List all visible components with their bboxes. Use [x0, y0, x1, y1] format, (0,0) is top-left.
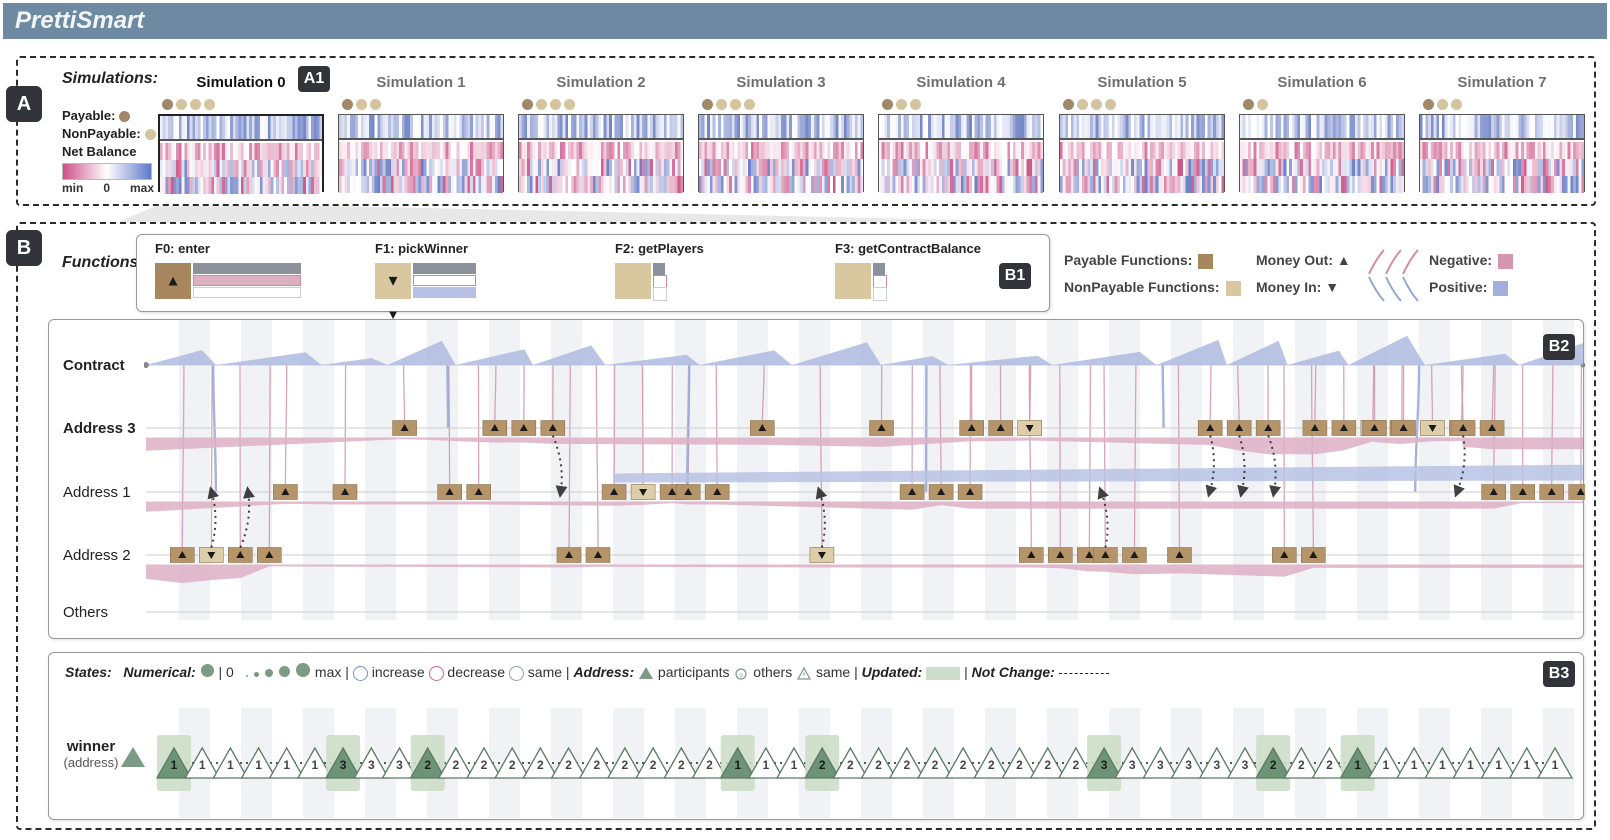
svg-text:2: 2: [452, 758, 459, 772]
svg-text:3: 3: [368, 758, 375, 772]
svg-text:2: 2: [678, 758, 685, 772]
svg-text:2: 2: [593, 758, 600, 772]
svg-text:1: 1: [1354, 758, 1361, 772]
svg-text:2: 2: [960, 758, 967, 772]
svg-text:2: 2: [1016, 758, 1023, 772]
svg-text:1: 1: [734, 758, 741, 772]
svg-text:1: 1: [227, 758, 234, 772]
svg-text:3: 3: [1185, 758, 1192, 772]
svg-text:2: 2: [565, 758, 572, 772]
svg-text:2: 2: [847, 758, 854, 772]
svg-text:1: 1: [791, 758, 798, 772]
svg-text:2: 2: [819, 758, 826, 772]
svg-text:1: 1: [763, 758, 770, 772]
svg-text:1: 1: [283, 758, 290, 772]
svg-text:1: 1: [171, 758, 178, 772]
svg-text:1: 1: [1383, 758, 1390, 772]
svg-text:2: 2: [706, 758, 713, 772]
svg-text:3: 3: [1242, 758, 1249, 772]
svg-text:2: 2: [481, 758, 488, 772]
svg-text:2: 2: [537, 758, 544, 772]
svg-text:1: 1: [1495, 758, 1502, 772]
svg-text:2: 2: [1298, 758, 1305, 772]
svg-text:2: 2: [932, 758, 939, 772]
svg-text:#: #: [802, 672, 806, 678]
svg-text:2: 2: [903, 758, 910, 772]
svg-text:2: 2: [424, 758, 431, 772]
svg-text:2: 2: [988, 758, 995, 772]
svg-text:1: 1: [1467, 758, 1474, 772]
svg-text:2: 2: [1326, 758, 1333, 772]
svg-text:1: 1: [312, 758, 319, 772]
svg-text:2: 2: [875, 758, 882, 772]
svg-text:1: 1: [255, 758, 262, 772]
svg-text:1: 1: [1552, 758, 1559, 772]
svg-text:2: 2: [1270, 758, 1277, 772]
svg-text:1: 1: [199, 758, 206, 772]
svg-text:3: 3: [1157, 758, 1164, 772]
svg-text:3: 3: [1101, 758, 1108, 772]
svg-text:1: 1: [1523, 758, 1530, 772]
svg-text:3: 3: [1129, 758, 1136, 772]
svg-text:3: 3: [396, 758, 403, 772]
svg-text:1: 1: [1439, 758, 1446, 772]
svg-text:3: 3: [340, 758, 347, 772]
svg-text:1: 1: [1411, 758, 1418, 772]
svg-text:2: 2: [509, 758, 516, 772]
svg-text:2: 2: [650, 758, 657, 772]
svg-text:2: 2: [1044, 758, 1051, 772]
svg-text:2: 2: [1073, 758, 1080, 772]
svg-text:3: 3: [1213, 758, 1220, 772]
svg-text:2: 2: [622, 758, 629, 772]
